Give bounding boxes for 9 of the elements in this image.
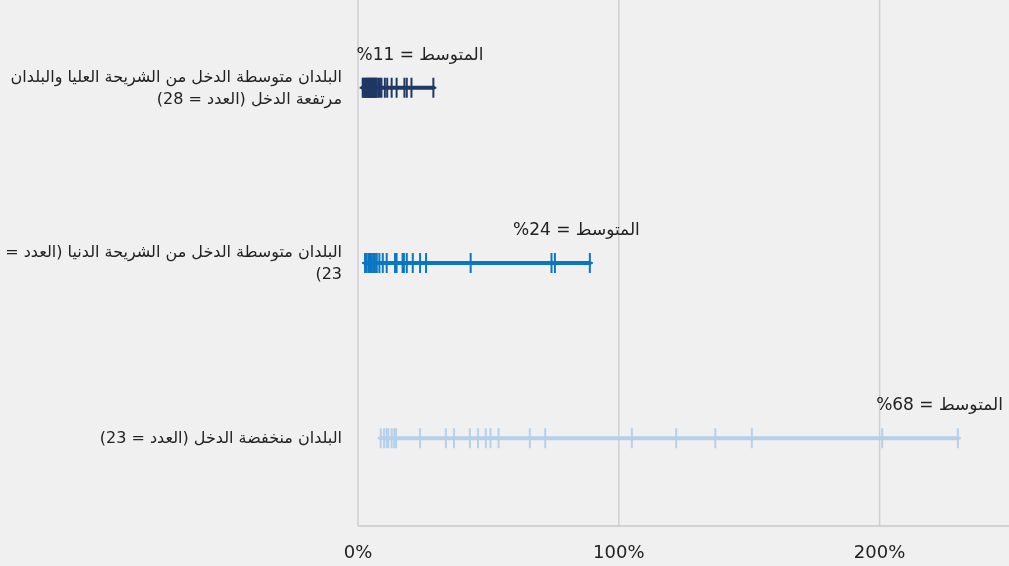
annotation: المتوسط = 24% [512,219,640,239]
x-tick-label: 100% [593,541,645,562]
x-tick-label: 0% [343,541,373,562]
y-tick-label: البلدان متوسطة الدخل من الشريحة الدنيا (العدد = 23) [4,241,342,285]
y-tick-label: البلدان منخفضة الدخل (العدد = 23) [98,427,342,450]
annotation: المتوسط = 68% [876,394,1003,415]
x-tick-label: 200% [853,541,906,562]
annotation: المتوسط = 11% [356,43,484,64]
y-tick-label: البلدان متوسطة الدخل من الشريحة العليا والبلدان مرتفعة الدخل (العدد = 28) [9,65,342,110]
